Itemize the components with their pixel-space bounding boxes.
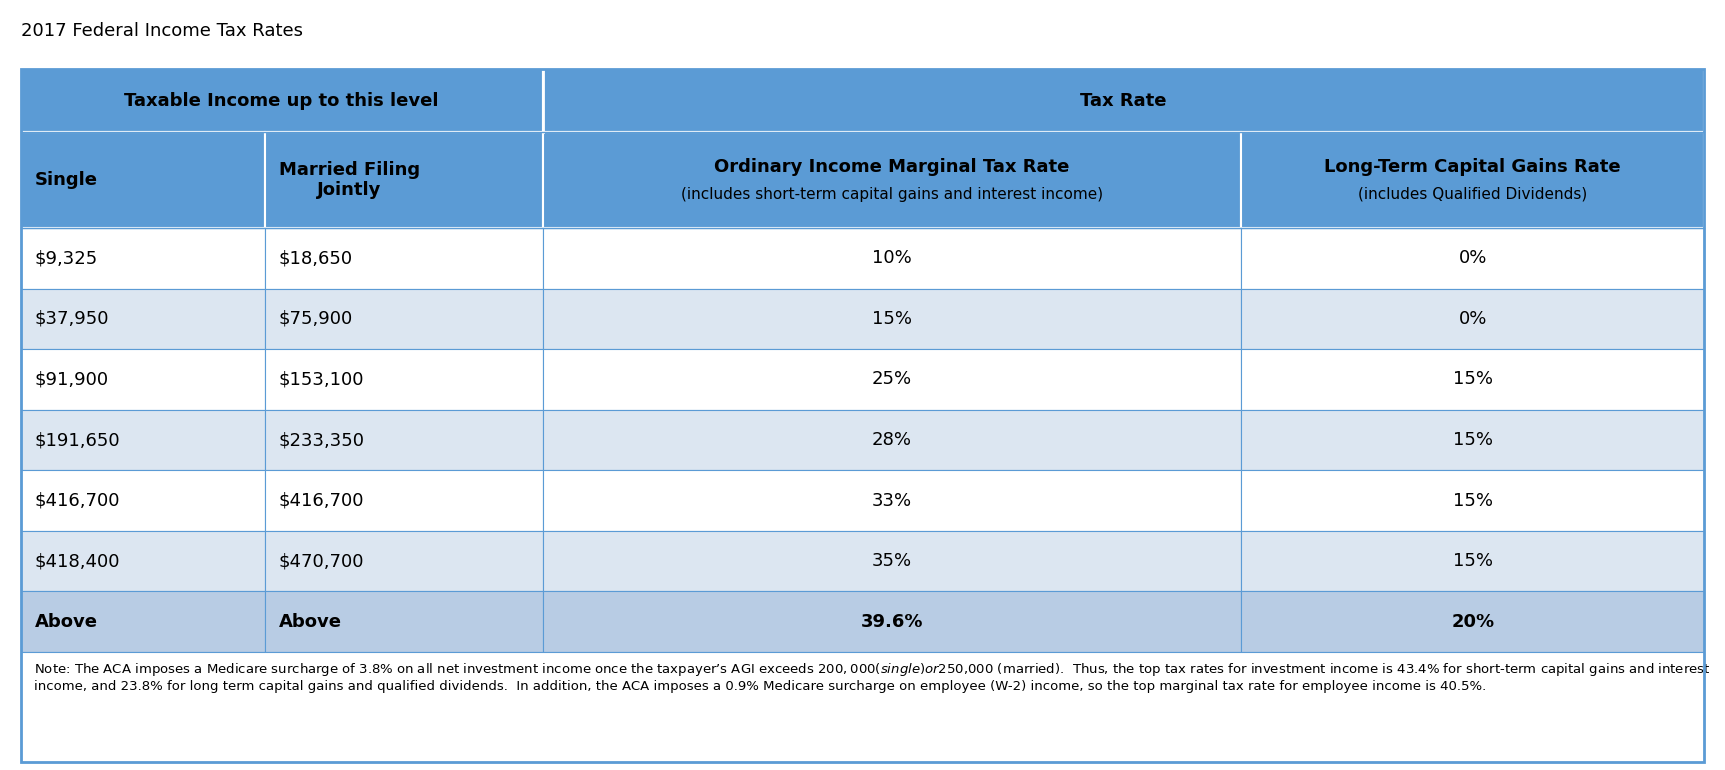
Bar	[21, 228, 266, 289]
Text: $418,400: $418,400	[34, 552, 121, 570]
Bar	[543, 531, 1242, 591]
Bar	[543, 69, 1704, 132]
Text: 35%: 35%	[871, 552, 913, 570]
Text: 39.6%: 39.6%	[861, 613, 923, 631]
Bar	[21, 132, 266, 228]
Bar	[21, 470, 266, 531]
Text: 28%: 28%	[871, 431, 913, 449]
Bar	[1242, 410, 1704, 470]
Text: Long-Term Capital Gains Rate: Long-Term Capital Gains Rate	[1325, 158, 1621, 176]
Bar	[266, 350, 543, 410]
Text: Above: Above	[34, 613, 98, 631]
Text: $18,650: $18,650	[279, 249, 352, 267]
Text: 15%: 15%	[1452, 491, 1492, 510]
Text: Above: Above	[279, 613, 342, 631]
Text: 10%: 10%	[873, 249, 913, 267]
Text: Ordinary Income Marginal Tax Rate: Ordinary Income Marginal Tax Rate	[714, 158, 1070, 176]
Text: $91,900: $91,900	[34, 370, 109, 389]
Text: (includes short-term capital gains and interest income): (includes short-term capital gains and i…	[681, 187, 1102, 202]
Text: 15%: 15%	[1452, 431, 1492, 449]
Bar	[21, 289, 266, 350]
Text: 2017 Federal Income Tax Rates: 2017 Federal Income Tax Rates	[21, 22, 302, 40]
Bar	[543, 228, 1242, 289]
Text: Married Filing
Jointly: Married Filing Jointly	[279, 161, 419, 199]
Bar	[543, 289, 1242, 350]
Text: $470,700: $470,700	[279, 552, 364, 570]
Text: Single: Single	[34, 171, 98, 189]
Text: $37,950: $37,950	[34, 310, 109, 328]
Text: $9,325: $9,325	[34, 249, 98, 267]
Bar	[266, 470, 543, 531]
Text: $75,900: $75,900	[279, 310, 354, 328]
Bar	[266, 132, 543, 228]
Text: 25%: 25%	[871, 370, 913, 389]
Text: 15%: 15%	[1452, 552, 1492, 570]
Text: 0%: 0%	[1459, 310, 1487, 328]
Bar	[543, 350, 1242, 410]
Bar	[1242, 531, 1704, 591]
Text: Note: The ACA imposes a Medicare surcharge of 3.8% on all net investment income : Note: The ACA imposes a Medicare surchar…	[34, 661, 1711, 693]
Text: $416,700: $416,700	[34, 491, 121, 510]
Text: (includes Qualified Dividends): (includes Qualified Dividends)	[1358, 187, 1587, 202]
Bar	[266, 410, 543, 470]
Bar	[1242, 289, 1704, 350]
Bar	[21, 531, 266, 591]
Text: $416,700: $416,700	[279, 491, 364, 510]
Text: 33%: 33%	[871, 491, 913, 510]
Text: Taxable Income up to this level: Taxable Income up to this level	[124, 92, 438, 109]
Bar	[21, 350, 266, 410]
Bar	[266, 531, 543, 591]
Bar	[543, 470, 1242, 531]
Bar	[543, 410, 1242, 470]
Text: 15%: 15%	[1452, 370, 1492, 389]
Bar	[1242, 350, 1704, 410]
Text: Tax Rate: Tax Rate	[1080, 92, 1166, 109]
Text: $233,350: $233,350	[279, 431, 364, 449]
Bar	[266, 289, 543, 350]
Bar	[543, 591, 1242, 652]
Bar	[543, 132, 1242, 228]
Bar	[266, 591, 543, 652]
Bar	[1242, 132, 1704, 228]
Text: 0%: 0%	[1459, 249, 1487, 267]
Bar	[21, 410, 266, 470]
Text: $153,100: $153,100	[279, 370, 364, 389]
Bar	[21, 69, 543, 132]
Bar	[1242, 470, 1704, 531]
Bar	[266, 228, 543, 289]
Text: $191,650: $191,650	[34, 431, 121, 449]
Bar	[21, 591, 266, 652]
Bar	[1242, 228, 1704, 289]
Text: 15%: 15%	[871, 310, 913, 328]
Text: 20%: 20%	[1451, 613, 1494, 631]
Bar	[1242, 591, 1704, 652]
Bar	[21, 652, 1704, 762]
